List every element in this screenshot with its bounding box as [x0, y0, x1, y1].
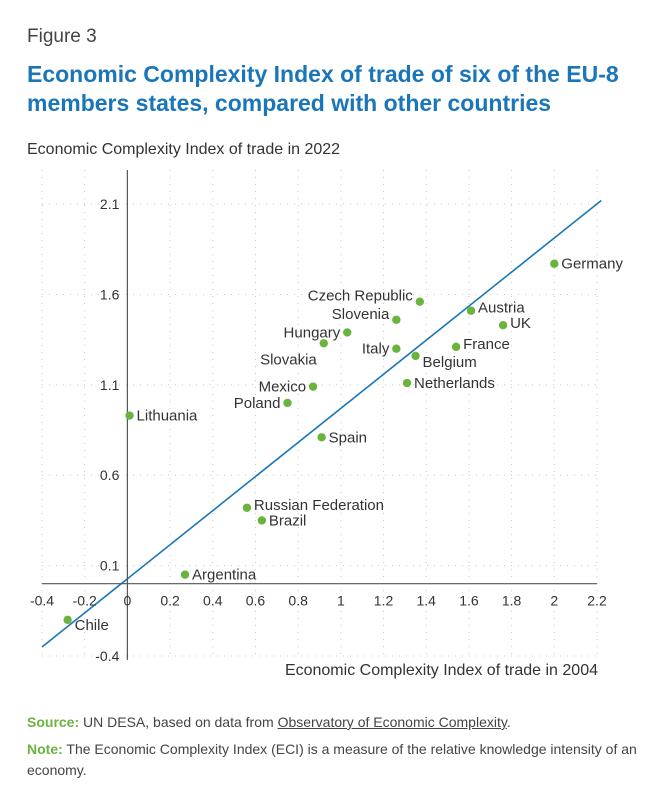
source-end: .: [506, 714, 511, 730]
point-label: Poland: [234, 395, 281, 412]
point-label: Germany: [561, 256, 623, 273]
data-point[interactable]: [451, 342, 461, 352]
x-tick-label: 0: [123, 593, 131, 609]
reference-line: [41, 199, 602, 648]
data-point[interactable]: [498, 320, 508, 330]
x-tick-label: 1.6: [459, 593, 479, 609]
notes-block: Source: UN DESA, based on data from Obse…: [27, 712, 637, 787]
data-point[interactable]: [242, 503, 252, 512]
chart-title: Economic Complexity Index of trade of si…: [27, 61, 619, 116]
y-tick-label: 0.1: [100, 558, 120, 574]
x-tick-label: 2.2: [587, 593, 607, 609]
data-point[interactable]: [319, 339, 328, 348]
note-line: Note: The Economic Complexity Index (ECI…: [27, 739, 637, 781]
data-point[interactable]: [411, 351, 420, 361]
x-axis-title: Economic Complexity Index of trade in 20…: [284, 662, 598, 679]
x-tick-label: 1.8: [502, 593, 522, 609]
point-label: Belgium: [423, 354, 477, 371]
point-label: Austria: [478, 300, 525, 317]
scatter-chart: -0.4 -0.2 0 0.2 0.4 0.6 0.8 1 1.2 1.4 1.6 1.8 2 2.2 -0…: [30, 170, 623, 664]
x-tick-label: 1.2: [374, 593, 394, 609]
y-axis-title: Economic Complexity Index of trade in 20…: [27, 141, 341, 158]
y-tick-label: 2.1: [100, 196, 120, 212]
x-tick-label: 0.2: [160, 593, 180, 609]
point-label: Chile: [75, 617, 109, 634]
data-point[interactable]: [466, 306, 476, 315]
x-tick-label: 2: [550, 593, 558, 609]
source-line: Source: UN DESA, based on data from Obse…: [27, 712, 637, 733]
point-label: Slovenia: [332, 306, 390, 323]
y-tick-label: -0.4: [95, 648, 119, 664]
x-tick-label: 0.8: [288, 593, 308, 609]
point-label: France: [463, 336, 510, 353]
x-tick-label: 1.4: [416, 593, 436, 609]
point-label: Mexico: [259, 379, 307, 396]
source-text: UN DESA, based on data from: [83, 714, 274, 730]
data-point[interactable]: [392, 315, 401, 324]
axes: [42, 170, 597, 660]
y-tick-label: 1.1: [100, 377, 120, 393]
figure-label: Figure 3: [27, 26, 97, 47]
point-label: Lithuania: [137, 408, 199, 425]
x-tick-label: 0.6: [246, 593, 266, 609]
point-label: Czech Republic: [308, 288, 414, 305]
note-text: The Economic Complexity Index (ECI) is a…: [27, 741, 637, 778]
data-point[interactable]: [317, 433, 326, 442]
data-point[interactable]: [63, 615, 72, 625]
data-point[interactable]: [257, 516, 267, 525]
source-link[interactable]: Observatory of Economic Complexity: [277, 714, 507, 730]
data-point[interactable]: [415, 297, 425, 306]
note-label: Note:: [27, 741, 63, 757]
data-points: Germany Czech Republic Austria Slovenia UK Hu…: [63, 256, 623, 634]
y-tick-label: 1.6: [100, 286, 120, 302]
data-point[interactable]: [392, 344, 401, 353]
x-tick-label: -0.4: [30, 593, 54, 609]
data-point[interactable]: [283, 398, 292, 408]
point-label: Netherlands: [414, 375, 495, 392]
point-label: Italy: [362, 341, 390, 358]
point-label: Brazil: [269, 512, 307, 529]
source-label: Source:: [27, 714, 80, 730]
data-point[interactable]: [180, 570, 190, 579]
point-label: Russian Federation: [254, 497, 384, 514]
point-label: Argentina: [192, 567, 257, 584]
data-point[interactable]: [343, 328, 352, 337]
x-tick-label: 0.4: [203, 593, 223, 609]
data-point[interactable]: [402, 378, 412, 388]
tick-labels: -0.4 -0.2 0 0.2 0.4 0.6 0.8 1 1.2 1.4 1.6 1.8 2 2.2 -0…: [30, 196, 607, 664]
point-label: Spain: [329, 429, 367, 446]
data-point[interactable]: [308, 382, 318, 391]
point-label: Slovakia: [260, 351, 317, 368]
grid-lines: [41, 170, 598, 657]
x-tick-label: 1: [337, 593, 345, 609]
point-label: Hungary: [284, 324, 341, 341]
x-tick-label: -0.2: [73, 593, 97, 609]
y-tick-label: 0.6: [100, 467, 120, 483]
data-point[interactable]: [125, 411, 134, 420]
data-point[interactable]: [550, 259, 559, 268]
point-label: UK: [510, 315, 531, 332]
